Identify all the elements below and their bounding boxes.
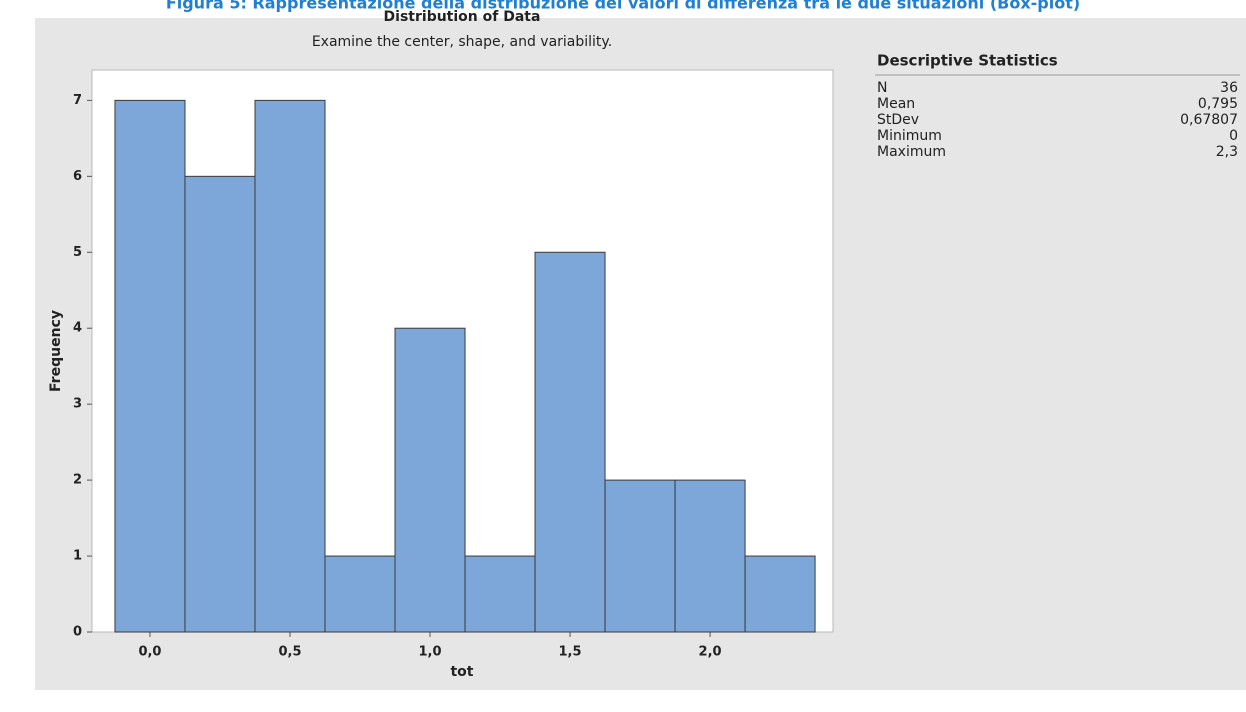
x-tick-label: 1,5 (559, 645, 582, 660)
bar (674, 479, 746, 633)
stat-label: Minimum (877, 128, 942, 144)
stat-value: 36 (1220, 80, 1238, 96)
caption: Figura 5: Rappresentazione della distrib… (166, 0, 1080, 13)
stat-label: StDev (877, 112, 919, 128)
y-tick-label: 0 (73, 625, 82, 640)
stat-value: 0,795 (1198, 96, 1238, 112)
chart-title: Distribution of Data (384, 9, 541, 25)
bar (534, 251, 606, 633)
y-tick-label: 7 (73, 93, 82, 108)
stat-label: Mean (877, 96, 915, 112)
stat-value: 2,3 (1216, 144, 1238, 160)
y-tick-label: 1 (73, 549, 82, 564)
stat-value: 0,67807 (1180, 112, 1238, 128)
stats-table: N 36 Mean 0,795 StDev 0,67807 Minimum 0 Maximum 2… (877, 80, 1238, 160)
y-tick-label: 3 (73, 397, 82, 412)
bar (604, 479, 676, 633)
bar (184, 175, 256, 633)
bar (394, 327, 466, 633)
y-axis-label: Frequency (48, 310, 64, 392)
stat-value: 0 (1229, 128, 1238, 144)
x-tick-label: 2,0 (699, 645, 722, 660)
x-axis-label: tot (450, 664, 473, 680)
bar (254, 99, 326, 633)
bar (744, 555, 816, 633)
x-tick-label: 1,0 (418, 645, 441, 660)
y-tick-label: 6 (73, 169, 82, 184)
bar (114, 99, 186, 633)
x-tick-label: 0,0 (138, 645, 161, 660)
stat-label: Maximum (877, 144, 946, 160)
stat-label: N (877, 80, 887, 96)
bar (464, 555, 536, 633)
y-tick-label: 2 (73, 473, 82, 488)
y-tick-label: 4 (73, 321, 82, 336)
x-tick-label: 0,5 (278, 645, 301, 660)
y-tick-label: 5 (73, 245, 82, 260)
bar (324, 555, 396, 633)
chart-subtitle: Examine the center, shape, and variabili… (312, 34, 612, 50)
stats-title: Descriptive Statistics (877, 52, 1058, 70)
